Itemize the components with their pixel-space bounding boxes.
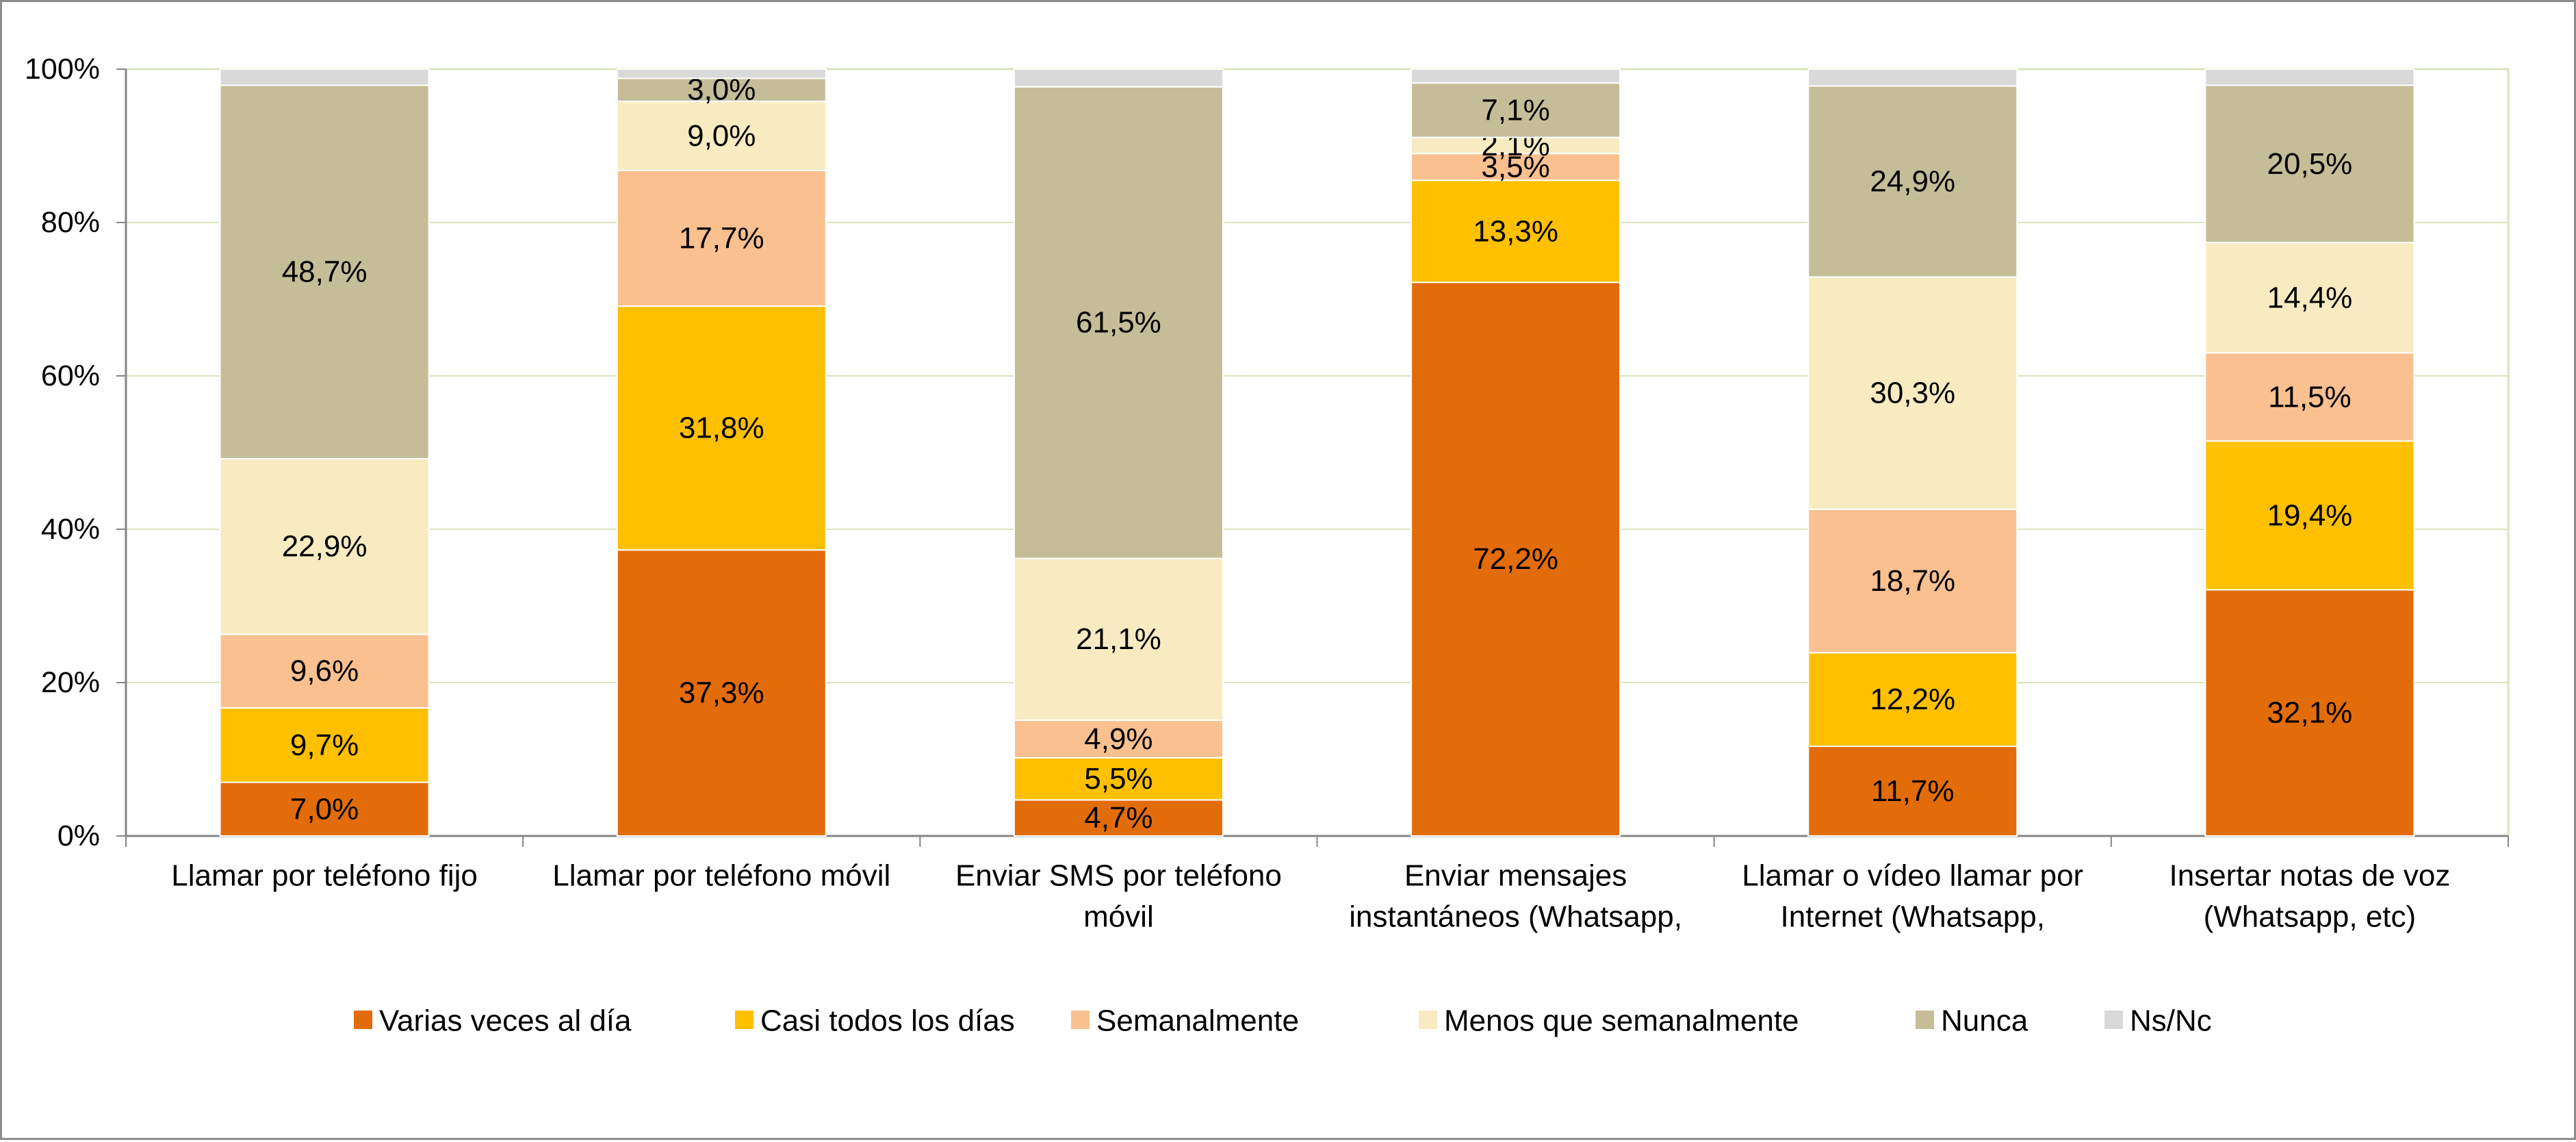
data-label: 5,5% bbox=[1084, 762, 1152, 796]
data-label: 31,8% bbox=[679, 411, 764, 445]
bar-segment bbox=[1013, 757, 1224, 801]
legend-swatch bbox=[354, 1011, 372, 1029]
bar-segment bbox=[1411, 68, 1621, 84]
data-label: 4,7% bbox=[1084, 801, 1152, 835]
plot-area bbox=[125, 68, 2510, 837]
data-label: 9,6% bbox=[290, 655, 359, 688]
data-label: 3,5% bbox=[1481, 150, 1549, 183]
bar-segment bbox=[219, 633, 430, 709]
bar-segment bbox=[616, 549, 827, 837]
bar-segment bbox=[1807, 652, 2018, 747]
legend-swatch bbox=[1419, 1011, 1437, 1029]
y-tick-label: 80% bbox=[41, 206, 100, 239]
data-label: 20,5% bbox=[2267, 147, 2353, 181]
bar-segment bbox=[219, 457, 430, 635]
data-label: 72,2% bbox=[1473, 542, 1558, 576]
x-category-label: Insertar notas de voz bbox=[2169, 859, 2450, 893]
bar-segment bbox=[616, 77, 827, 103]
bar-segment bbox=[1013, 557, 1224, 721]
legend-swatch bbox=[2104, 1011, 2123, 1029]
data-label: 13,3% bbox=[1473, 214, 1558, 248]
x-category-label: Llamar por teléfono fijo bbox=[171, 859, 478, 893]
legend-label: Casi todos los días bbox=[760, 1004, 1015, 1038]
y-tick-label: 20% bbox=[41, 666, 100, 699]
legend-label: Nunca bbox=[1941, 1004, 2028, 1038]
bar-segment bbox=[2204, 84, 2415, 244]
bar-segment bbox=[1807, 85, 2018, 278]
data-label: 22,9% bbox=[282, 530, 368, 563]
data-label: 24,9% bbox=[1870, 165, 1955, 199]
data-label: 37,3% bbox=[679, 676, 764, 710]
data-label: 18,7% bbox=[1870, 564, 1955, 598]
data-label: 7,0% bbox=[290, 792, 359, 826]
y-tick-label: 60% bbox=[41, 359, 100, 392]
x-category-label: Llamar por teléfono móvil bbox=[552, 859, 890, 893]
bar-segment bbox=[219, 68, 430, 86]
bar-segment bbox=[2204, 589, 2415, 837]
y-tick-label: 0% bbox=[57, 820, 100, 852]
data-label: 21,1% bbox=[1076, 622, 1161, 656]
bar-segment bbox=[1013, 86, 1224, 559]
bar-segment bbox=[1013, 68, 1224, 88]
bar-segment bbox=[1013, 799, 1224, 837]
y-tick-label: 100% bbox=[25, 53, 100, 86]
data-label: 9,7% bbox=[290, 728, 359, 762]
x-category-label: Enviar SMS por teléfono bbox=[955, 859, 1282, 893]
legend-label: Semanalmente bbox=[1096, 1004, 1299, 1038]
bar-segment bbox=[219, 84, 430, 459]
bar-segment bbox=[1807, 508, 2018, 654]
bar-segment bbox=[1411, 153, 1621, 181]
legend-swatch bbox=[735, 1011, 754, 1029]
bar-segment bbox=[2204, 68, 2415, 86]
bar-segment bbox=[2204, 440, 2415, 591]
data-label: 11,7% bbox=[1871, 774, 1955, 808]
data-label: 14,4% bbox=[2267, 281, 2353, 314]
y-tick-label: 40% bbox=[41, 513, 100, 546]
legend-label: Ns/Nc bbox=[2130, 1004, 2212, 1038]
data-label: 12,2% bbox=[1870, 683, 1955, 716]
data-label: 17,7% bbox=[679, 221, 764, 255]
data-label: 19,4% bbox=[2267, 498, 2353, 532]
bar-segment bbox=[616, 68, 827, 79]
bar-segment bbox=[1807, 745, 2018, 837]
legend-label: Menos que semanalmente bbox=[1444, 1004, 1799, 1038]
x-category-label: Enviar mensajes bbox=[1404, 859, 1627, 893]
bar-segment bbox=[1807, 68, 2018, 87]
bar-segment bbox=[2204, 352, 2415, 442]
bar-segment bbox=[616, 101, 827, 171]
data-label: 7,1% bbox=[1481, 93, 1549, 127]
legend-swatch bbox=[1071, 1011, 1090, 1029]
x-category-label: Llamar o vídeo llamar por bbox=[1742, 859, 2083, 893]
data-label: 9,0% bbox=[687, 119, 756, 153]
x-category-label: (Whatsapp, etc) bbox=[2204, 900, 2417, 934]
bar-segment bbox=[1411, 281, 1621, 837]
legend-swatch bbox=[1916, 1011, 1934, 1029]
x-category-label: Internet (Whatsapp, bbox=[1781, 900, 2045, 934]
data-label: 32,1% bbox=[2267, 696, 2353, 730]
x-category-label: móvil bbox=[1083, 900, 1154, 934]
bar-segment bbox=[219, 707, 430, 783]
data-label: 11,5% bbox=[2268, 380, 2352, 414]
bar-segment bbox=[1013, 719, 1224, 759]
bar-segment bbox=[1411, 82, 1621, 138]
data-label: 30,3% bbox=[1870, 377, 1955, 410]
data-label: 61,5% bbox=[1076, 306, 1161, 340]
legend-label: Varias veces al día bbox=[379, 1004, 632, 1038]
bar-segment bbox=[1807, 276, 2018, 510]
bar-segment bbox=[616, 169, 827, 307]
data-label: 4,9% bbox=[1084, 722, 1152, 756]
x-category-label: instantáneos (Whatsapp, bbox=[1349, 900, 1682, 934]
bar-segment bbox=[616, 305, 827, 551]
bar-segment bbox=[2204, 242, 2415, 354]
bar-segment bbox=[1411, 179, 1621, 283]
data-label: 48,7% bbox=[282, 255, 368, 289]
